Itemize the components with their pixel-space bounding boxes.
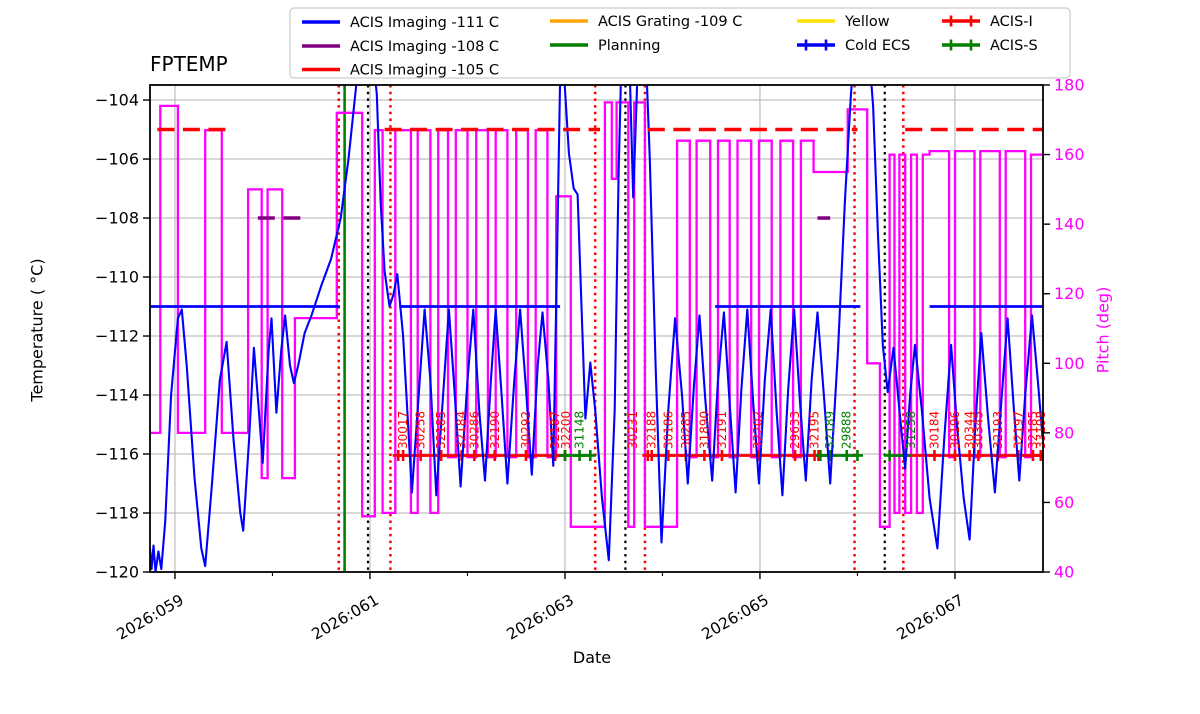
date-tick-label: 2026:067 xyxy=(894,591,967,644)
legend-entry-planning: Planning xyxy=(550,38,660,54)
temp-tick-label: −114 xyxy=(95,386,139,405)
legend: ACIS Imaging -111 C ACIS Imaging -108 C AC… xyxy=(289,7,1071,79)
legend-entry-yellow: Yellow xyxy=(797,14,890,30)
obsid-label: 32185 xyxy=(1026,411,1040,449)
chart-title: FPTEMP xyxy=(150,52,228,76)
obsid-label: 30292 xyxy=(519,411,533,449)
obsid-label: 32191 xyxy=(715,411,729,449)
y-axis-label-pitch: Pitch (deg) xyxy=(1093,286,1113,374)
x-axis-label-date: Date xyxy=(572,648,612,667)
obsid-label: 31148 xyxy=(573,411,587,449)
date-tick-label: 2026:065 xyxy=(699,591,772,644)
legend-entry-acis-grating-109-c: ACIS Grating -109 C xyxy=(550,14,742,30)
obsid-label: 30017 xyxy=(396,411,410,449)
legend-label: ACIS-S xyxy=(990,38,1038,54)
date-tick-label: 2026:059 xyxy=(114,591,187,644)
obsid-label: 30258 xyxy=(414,411,428,449)
temp-tick-label: −120 xyxy=(95,563,139,582)
obsid-label: 31258 xyxy=(904,411,918,449)
obsid-label: 32193 xyxy=(991,411,1005,449)
temp-tick-label: −106 xyxy=(95,150,139,169)
event-vlines xyxy=(337,85,905,572)
temp-tick-label: −112 xyxy=(95,327,139,346)
limit-lines xyxy=(150,127,1043,308)
obsid-label: 32202 xyxy=(751,411,765,449)
obsid-label: 32190 xyxy=(488,411,502,449)
obsid-label: 33198 xyxy=(1034,411,1048,449)
pitch-tick-label: 120 xyxy=(1054,284,1085,303)
obsid-label: 32185 xyxy=(434,411,448,449)
pitch-tick-label: 60 xyxy=(1054,493,1074,512)
obsid-label: 30345 xyxy=(971,411,985,449)
pitch-tick-label: 80 xyxy=(1054,423,1074,442)
legend-label: Planning xyxy=(598,38,660,54)
pitch-tick-label: 100 xyxy=(1054,354,1085,373)
pitch-tick-label: 180 xyxy=(1054,76,1085,95)
legend-entry-acis-imaging-105-c: ACIS Imaging -105 C xyxy=(302,63,499,79)
obsid-label: 30186 xyxy=(661,411,675,449)
temp-tick-label: −110 xyxy=(95,268,139,287)
obsid-label: 30196 xyxy=(948,411,962,449)
obsid-label: 32195 xyxy=(808,411,822,449)
legend-label: ACIS Imaging -111 C xyxy=(350,15,499,31)
legend-label: ACIS-I xyxy=(990,14,1033,30)
legend-label: ACIS Imaging -105 C xyxy=(350,63,499,79)
legend-label: Cold ECS xyxy=(845,38,910,54)
pitch-tick-label: 40 xyxy=(1054,563,1074,582)
legend-label: ACIS Grating -109 C xyxy=(598,14,742,30)
temp-tick-label: −116 xyxy=(95,445,139,464)
pitch-tick-label: 160 xyxy=(1054,145,1085,164)
plot-border xyxy=(149,84,1044,573)
legend-label: ACIS Imaging -108 C xyxy=(350,39,499,55)
legend-entry-acis-imaging-108-c: ACIS Imaging -108 C xyxy=(302,39,499,55)
legend-entry-acis-imaging-111-c: ACIS Imaging -111 C xyxy=(302,15,499,31)
y-axis-label-temperature: Temperature ( °C) xyxy=(27,258,47,402)
obsid-label: 30231 xyxy=(626,411,640,449)
pitch-tick-label: 140 xyxy=(1054,215,1085,234)
obsid-label: 32197 xyxy=(1011,411,1025,449)
date-tick-label: 2026:061 xyxy=(309,591,382,644)
obsid-label: 32184 xyxy=(455,411,469,449)
obsid-label: 32189 xyxy=(823,411,837,449)
obsid-label: 32187 xyxy=(548,411,562,449)
obsid-label: 32200 xyxy=(559,411,573,449)
obsid-label: 31890 xyxy=(697,411,711,449)
obsid-label: 30285 xyxy=(679,411,693,449)
obsid-label: 29633 xyxy=(788,411,802,449)
obsid-label: 30286 xyxy=(467,411,481,449)
obsid-label: 30344 xyxy=(963,411,977,449)
temp-tick-label: −104 xyxy=(95,91,139,110)
legend-entry-cold-ecs: Cold ECS xyxy=(797,38,910,54)
obsid-label: 30184 xyxy=(927,411,941,449)
temp-tick-label: −118 xyxy=(95,504,139,523)
obsid-label: 29888 xyxy=(840,411,854,449)
fptemp-series xyxy=(150,85,1043,572)
legend-entry-acis-i: ACIS-I xyxy=(942,14,1033,30)
legend-entry-acis-s: ACIS-S xyxy=(942,38,1038,54)
date-tick-label: 2026:063 xyxy=(504,591,577,644)
temp-tick-label: −108 xyxy=(95,209,139,228)
legend-label: Yellow xyxy=(844,14,890,30)
pitch-series xyxy=(150,101,1043,528)
obsid-label: 32188 xyxy=(645,411,659,449)
